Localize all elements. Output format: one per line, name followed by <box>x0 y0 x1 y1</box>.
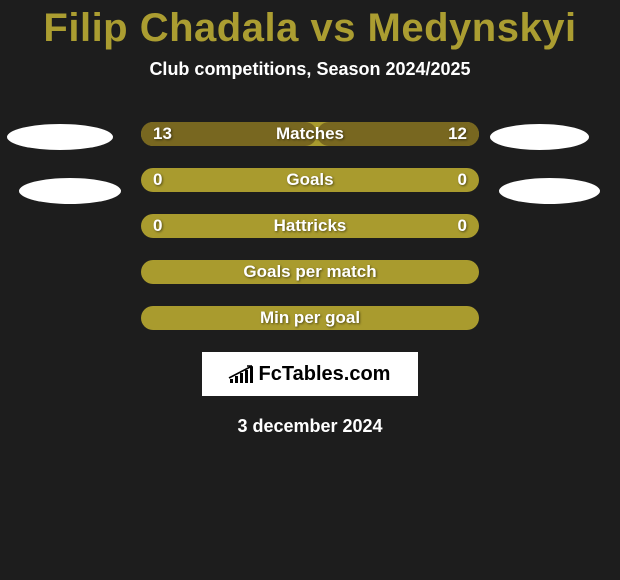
bar-icon-segment <box>235 376 238 383</box>
avatar-ellipse <box>490 124 589 150</box>
bar-icon-segment <box>250 367 253 383</box>
bars-chart-icon <box>230 365 253 383</box>
date-text: 3 december 2024 <box>0 416 620 437</box>
stat-row: Min per goal <box>141 306 479 330</box>
stat-label: Min per goal <box>141 306 479 330</box>
stat-row: Hattricks0 0 <box>141 214 479 238</box>
stat-row: Goals0 0 <box>141 168 479 192</box>
stat-value-right: 0 <box>458 214 467 238</box>
stat-value-left: 0 <box>153 214 162 238</box>
stat-value-left: 0 <box>153 168 162 192</box>
bar-icon-segment <box>230 379 233 383</box>
page-title: Filip Chadala vs Medynskyi <box>0 0 620 51</box>
subtitle: Club competitions, Season 2024/2025 <box>0 59 620 80</box>
brand-box: FcTables.com <box>202 352 418 396</box>
stat-value-left: 13 <box>153 122 172 146</box>
brand-text: FcTables.com <box>259 363 391 386</box>
stat-row: Matches13 12 <box>141 122 479 146</box>
stat-label: Goals <box>141 168 479 192</box>
stat-value-right: 0 <box>458 168 467 192</box>
stats-rows: Matches1312Goals00Hattricks00Goals per m… <box>0 122 620 330</box>
avatar-ellipse <box>7 124 113 150</box>
avatar-ellipse <box>499 178 600 204</box>
avatar-ellipse <box>19 178 121 204</box>
stat-row: Goals per match <box>141 260 479 284</box>
bar-icon-segment <box>245 370 248 383</box>
stat-label: Hattricks <box>141 214 479 238</box>
stat-value-right: 12 <box>448 122 467 146</box>
stat-label: Matches <box>141 122 479 146</box>
stat-label: Goals per match <box>141 260 479 284</box>
bar-icon-segment <box>240 373 243 383</box>
